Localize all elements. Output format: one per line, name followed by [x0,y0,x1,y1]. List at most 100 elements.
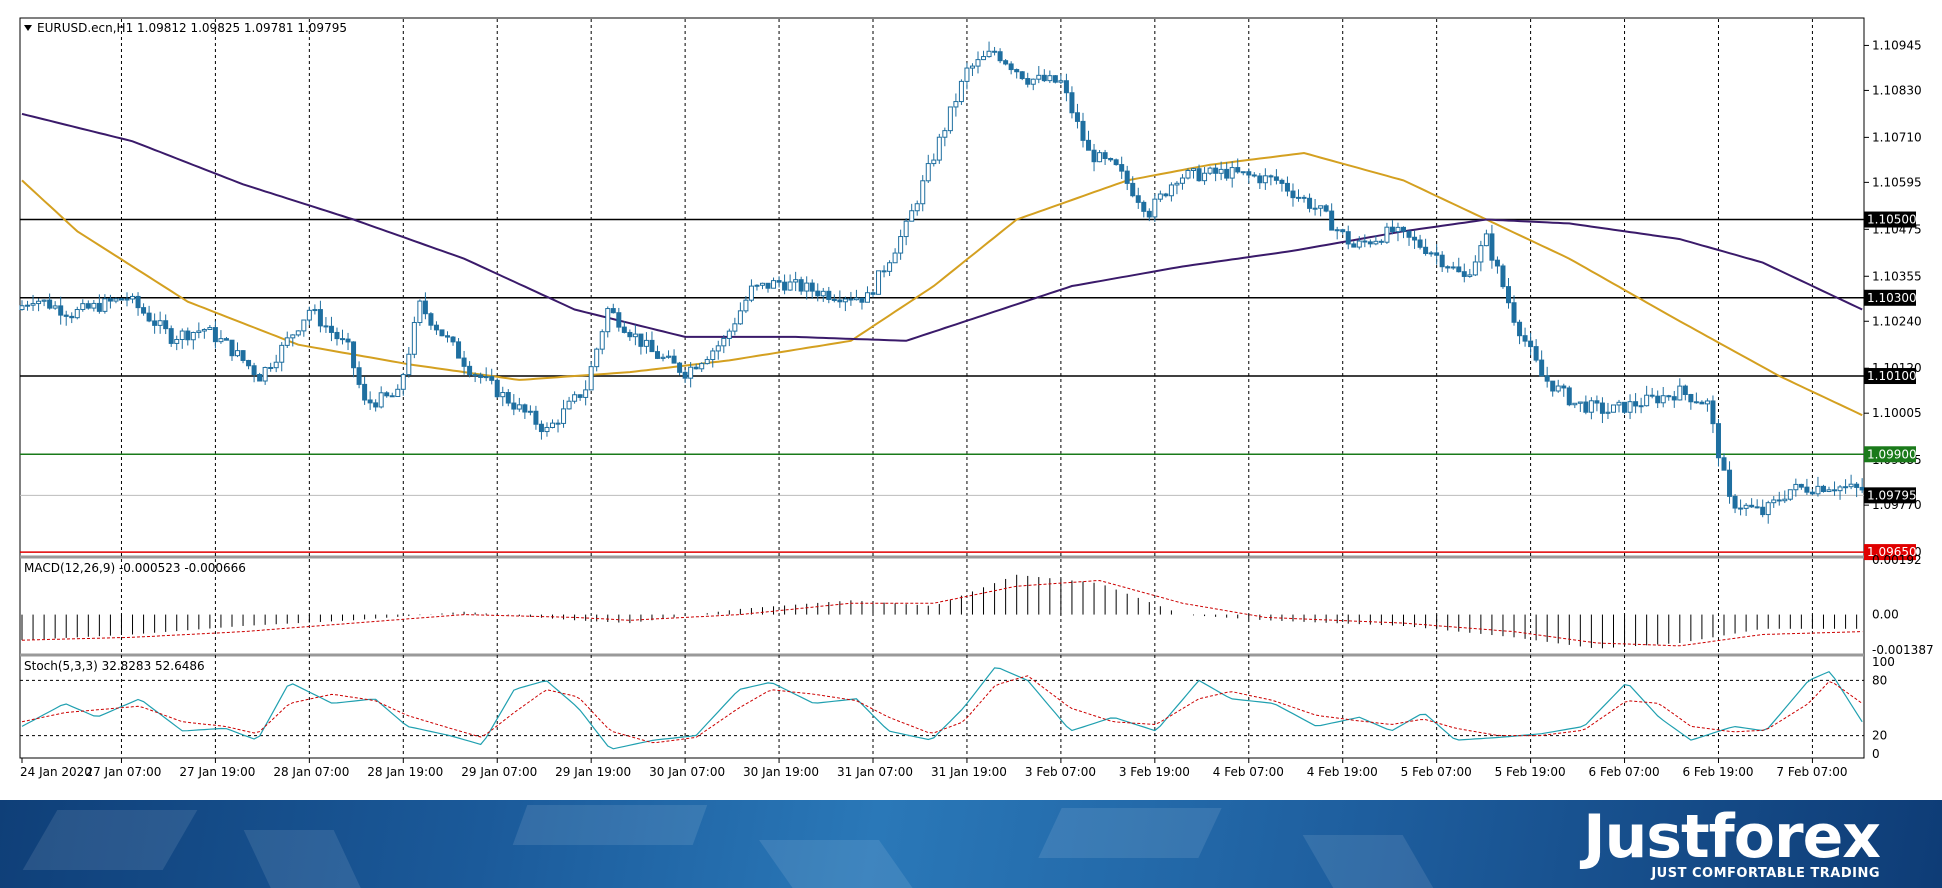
candle-body [406,353,412,376]
candle-body [743,299,749,312]
candle-body [1445,266,1451,269]
candle-body [494,379,500,398]
candle-body [1273,176,1279,181]
candle-body [1627,401,1633,413]
candle-body [1412,236,1418,241]
candle-body [1760,506,1766,516]
candle-body [759,282,765,286]
candle-body [80,303,86,311]
candle-body [1483,233,1489,247]
candle-body [1102,152,1108,159]
candle-body [130,295,136,300]
ma-fast-line [21,151,1863,417]
candle-body [489,376,495,381]
candle-body [566,400,572,410]
candle-body [1439,254,1445,268]
candle-body [461,357,467,367]
candle-body [1229,167,1235,179]
candle-body [1727,469,1733,497]
stoch-axis-label: 0 [1872,747,1880,761]
candle-body [1119,164,1125,172]
candle-body [1235,167,1241,173]
candle-body [384,392,390,397]
candle-body [58,305,64,316]
candle-body [74,309,80,319]
candle-body [312,309,318,312]
candle-body [527,410,533,413]
candle-body [1500,265,1506,288]
candle-body [505,392,511,404]
candle-body [677,362,683,373]
candle-body [887,262,893,272]
candle-body [776,280,782,283]
candle-body [1616,401,1622,406]
candle-body [975,59,981,67]
candle-body [1362,240,1368,243]
candle-body [1179,177,1185,184]
candle-body [1572,402,1578,406]
time-label: 31 Jan 07:00 [837,765,913,779]
candle-body [168,328,174,344]
candle-body [848,298,854,301]
candle-body [41,299,47,302]
candle-body [345,338,351,343]
candle-body [1721,457,1727,471]
candle-body [793,279,799,283]
candle-body [196,330,202,333]
candle-body [1588,400,1594,413]
candle-body [1782,498,1788,502]
candle-body [936,136,942,161]
candle-body [395,388,401,398]
candle-body [1097,152,1103,163]
candle-body [1456,266,1462,273]
price-label: 1.10710 [1872,130,1922,144]
candle-body [1080,120,1086,141]
candle-body [478,374,484,378]
level-price-text: 1.09900 [1867,447,1917,461]
candle-body [91,302,97,309]
candle-body [693,366,699,370]
candle-body [654,351,660,359]
candle-body [1307,197,1313,209]
candle-body [1655,395,1661,404]
dropdown-triangle-icon[interactable] [24,25,32,31]
candle-body [704,359,710,365]
candle-body [1704,400,1710,405]
candle-body [610,308,616,314]
time-label: 30 Jan 19:00 [743,765,819,779]
candle-body [445,335,451,338]
candle-body [643,339,649,347]
candle-body [1146,210,1152,218]
candle-body [223,338,229,341]
macd-signal-line [21,579,1863,647]
macd-header: MACD(12,26,9) -0.000523 -0.000666 [24,561,246,575]
candle-body [1279,179,1285,184]
candle-body [1461,271,1467,277]
level-price-text: 1.10300 [1867,291,1917,305]
candle-body [1014,69,1020,73]
candle-body [1246,171,1252,176]
candle-body [516,404,522,410]
stoch-header: Stoch(5,3,3) 32.8283 52.6486 [24,659,205,673]
stoch-axis-label: 80 [1872,673,1887,687]
candle-body [1174,182,1180,186]
candle-body [1660,395,1666,404]
time-label: 4 Feb 07:00 [1213,765,1284,779]
candle-body [1378,240,1384,243]
candle-body [1384,226,1390,243]
candle-body [1511,302,1517,323]
candle-body [853,297,859,301]
time-label: 28 Jan 07:00 [273,765,349,779]
candle-body [892,252,898,264]
candle-body [25,304,31,307]
candle-body [152,320,158,326]
candle-body [699,363,705,370]
time-label: 6 Feb 07:00 [1589,765,1660,779]
price-label: 1.10595 [1872,175,1922,189]
candle-body [920,180,926,205]
candle-body [1633,401,1639,407]
candle-body [898,236,904,254]
candle-body [367,399,373,404]
candle-body [1074,112,1080,122]
candle-body [328,325,334,333]
